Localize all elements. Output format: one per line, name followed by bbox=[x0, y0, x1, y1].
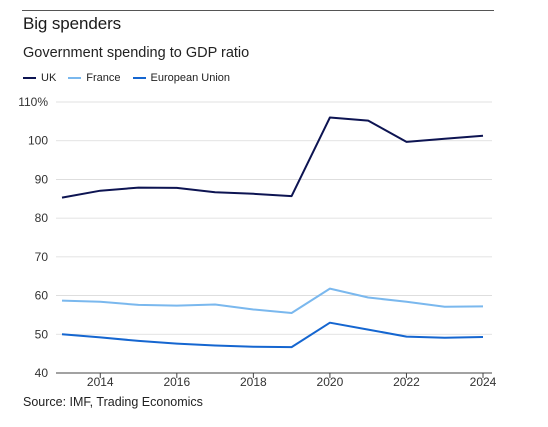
chart-title: Big spenders bbox=[23, 14, 122, 33]
y-tick-label: 50 bbox=[35, 327, 49, 341]
legend-item-france: France bbox=[68, 72, 121, 84]
y-tick-label: 60 bbox=[35, 289, 49, 303]
legend-swatch-france bbox=[68, 77, 82, 79]
series-line-france bbox=[61, 287, 484, 314]
chart-subtitle: Government spending to GDP ratio bbox=[23, 45, 250, 61]
series-line-european-union bbox=[61, 321, 484, 349]
legend-label-france: France bbox=[86, 72, 121, 84]
y-axis-ticks: 110% 100 90 80 70 60 50 40 bbox=[18, 95, 48, 380]
legend-label-eu: European Union bbox=[150, 72, 231, 84]
x-tick-label: 2014 bbox=[87, 375, 114, 389]
top-rule bbox=[22, 10, 494, 11]
legend-swatch-eu bbox=[132, 77, 146, 79]
x-tick-label: 2018 bbox=[240, 375, 267, 389]
y-tick-label: 40 bbox=[35, 366, 49, 380]
y-tick-label: 90 bbox=[35, 172, 49, 186]
source-note: Source: IMF, Trading Economics bbox=[23, 395, 203, 409]
y-tick-label: 70 bbox=[35, 250, 49, 264]
gridlines bbox=[56, 101, 492, 374]
legend: UK France European Union bbox=[23, 72, 230, 84]
legend-item-eu: European Union bbox=[132, 72, 231, 84]
series-line-uk bbox=[61, 116, 484, 199]
x-tick-label: 2016 bbox=[163, 375, 190, 389]
series-lines bbox=[61, 116, 484, 349]
legend-swatch-uk bbox=[23, 77, 36, 79]
x-tick-label: 2022 bbox=[393, 375, 420, 389]
y-tick-label: 110% bbox=[18, 95, 48, 109]
x-tick-label: 2024 bbox=[470, 375, 497, 389]
x-tick-label: 2020 bbox=[317, 375, 344, 389]
y-tick-label: 100 bbox=[28, 134, 48, 148]
legend-item-uk: UK bbox=[23, 72, 56, 84]
y-tick-label: 80 bbox=[35, 211, 49, 225]
x-axis-ticks: 2014 2016 2018 2020 2022 2024 bbox=[87, 373, 497, 389]
legend-label-uk: UK bbox=[41, 72, 57, 84]
